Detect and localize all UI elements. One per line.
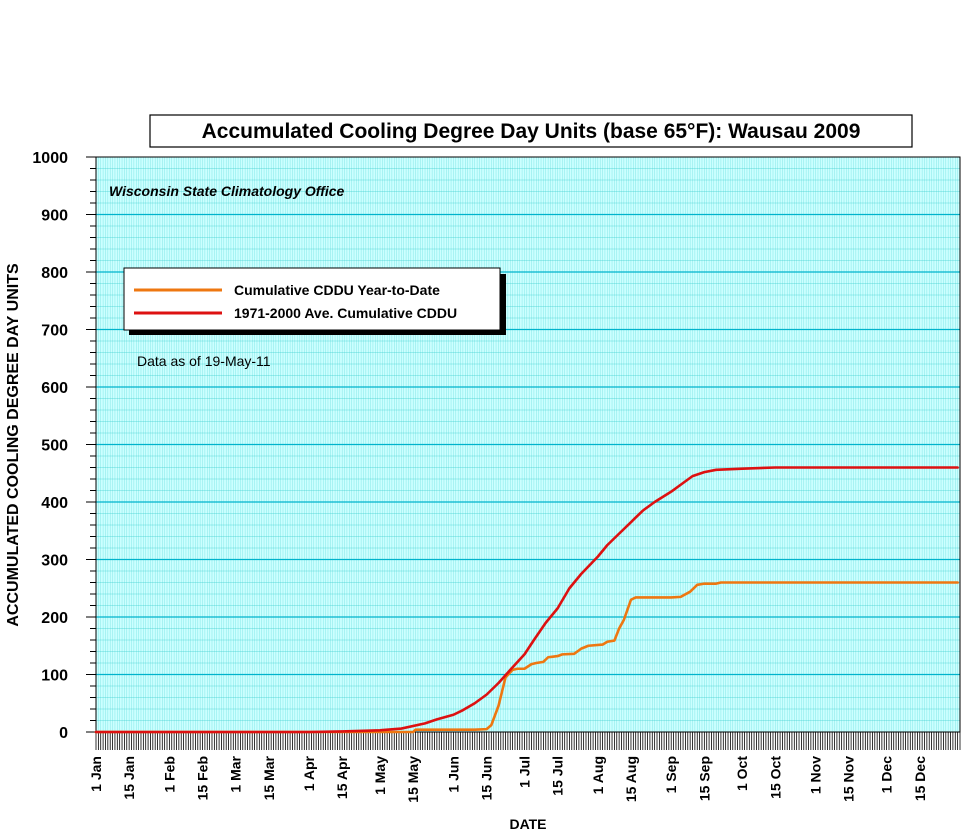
x-tick-label: 1 Sep [663,756,679,793]
x-tick-label: 1 Dec [879,756,895,794]
x-tick-label: 1 Nov [808,756,824,794]
x-tick-label: 15 Dec [912,756,928,801]
x-tick-label: 15 Feb [195,756,211,800]
y-tick-label: 500 [41,438,68,455]
y-tick-label: 800 [41,265,68,282]
data-date-annotation: Data as of 19-May-11 [137,353,271,369]
x-tick-label: 1 Jul [516,756,532,788]
y-tick-label: 300 [41,553,68,570]
x-tick-label: 15 May [405,756,421,803]
series-line-average [94,466,959,734]
y-tick-label: 700 [41,323,68,340]
y-axis-title: ACCUMULATED COOLING DEGREE DAY UNITS [5,263,22,627]
x-axis: 1 Jan 15 Jan 1 Feb 15 Feb 1 Mar 15 Mar 1 Apr 15… [88,732,961,803]
title-box [149,114,913,148]
y-tick-label: 600 [41,380,68,397]
x-tick-label: 1 Oct [734,756,750,791]
x-tick-label: 15 Jul [550,756,566,796]
legend: Cumulative CDDU Year-to-Date 1971-2000 A… [123,267,506,335]
x-axis-title: DATE [509,816,546,832]
y-tick-label: 1000 [32,150,68,167]
series-layer [94,466,959,734]
x-tick-label: 1 Mar [228,755,244,792]
y-tick-label: 200 [41,610,68,627]
y-tick-label: 400 [41,495,68,512]
x-tick-label: 15 Oct [767,756,783,799]
x-tick-label: 1 Jan [88,756,104,792]
x-tick-label: 1 Feb [161,756,177,793]
y-tick-label: 100 [41,668,68,685]
series-line-ytd [94,581,959,734]
x-tick-label: 1 Apr [301,755,317,791]
x-tick-label: 1 Jun [445,756,461,793]
x-tick-label: 15 Sep [696,756,712,801]
x-tick-label: 15 Jan [121,756,137,800]
y-axis: 0 100 200 300 400 500 600 700 800 900 1000 [32,150,96,742]
x-tick-label: 15 Mar [261,755,277,800]
x-tick-label: 1 Aug [590,756,606,794]
x-tick-label: 1 May [372,756,388,795]
legend-label-ytd: Cumulative CDDU Year-to-Date [234,282,440,298]
y-tick-label: 0 [59,725,68,742]
y-tick-label: 900 [41,208,68,225]
x-tick-label: 15 Aug [623,756,639,802]
x-tick-label: 15 Nov [841,756,857,802]
chart-title: Accumulated Cooling Degree Day Units (ba… [202,120,861,143]
chart-subtitle: Wisconsin State Climatology Office [109,183,345,199]
legend-box [123,267,501,331]
x-tick-label: 15 Jun [479,756,495,800]
x-tick-label: 15 Apr [334,755,350,799]
legend-label-average: 1971-2000 Ave. Cumulative CDDU [234,305,457,321]
